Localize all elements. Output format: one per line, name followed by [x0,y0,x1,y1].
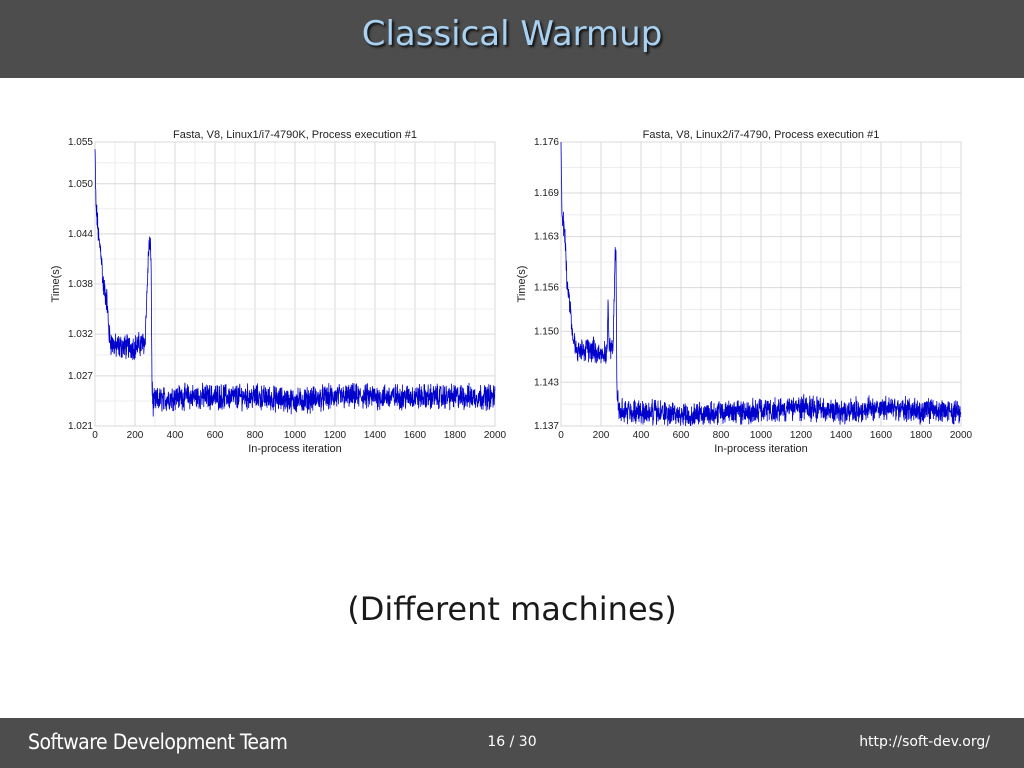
x-tick-label: 1800 [444,430,467,441]
chart-linux2-svg: Fasta, V8, Linux2/i7-4790, Process execu… [516,129,973,455]
series-line [560,141,962,427]
y-tick-label: 1.176 [534,137,559,148]
y-axis-label: Time(s) [516,266,528,303]
x-tick-label: 800 [713,430,730,441]
y-axis-label: Time(s) [50,266,62,303]
x-tick-label: 200 [593,430,610,441]
footer-page-number: 16 / 30 [487,734,537,750]
y-tick-label: 1.055 [68,137,93,148]
x-tick-label: 2000 [484,430,507,441]
y-tick-label: 1.150 [534,326,559,337]
slide-title: Classical Warmup [361,14,663,54]
y-tick-label: 1.137 [534,421,559,432]
x-axis-label: In-process iteration [714,443,808,455]
x-tick-label: 400 [633,430,650,441]
slide-header: Classical Warmup [0,0,1024,78]
y-tick-label: 1.044 [68,229,93,240]
x-tick-label: 0 [558,430,564,441]
x-tick-label: 1000 [284,430,307,441]
x-tick-label: 1800 [910,430,933,441]
x-tick-label: 1400 [830,430,853,441]
chart-title: Fasta, V8, Linux1/i7-4790K, Process exec… [173,129,417,141]
x-tick-label: 600 [673,430,690,441]
x-tick-label: 600 [207,430,224,441]
y-tick-label: 1.163 [534,232,559,243]
x-tick-label: 400 [167,430,184,441]
footer-url[interactable]: http://soft-dev.org/ [859,734,990,750]
series-line [94,149,496,417]
x-tick-label: 0 [92,430,98,441]
footer-team: Software Development Team [28,730,288,754]
y-tick-label: 1.050 [68,179,93,190]
x-tick-label: 1000 [750,430,773,441]
chart-linux2: Fasta, V8, Linux2/i7-4790, Process execu… [510,122,980,460]
x-tick-label: 2000 [950,430,973,441]
y-tick-label: 1.032 [68,329,93,340]
y-tick-label: 1.156 [534,283,559,294]
x-tick-label: 1200 [790,430,813,441]
x-tick-label: 800 [247,430,264,441]
y-tick-label: 1.038 [68,279,93,290]
x-tick-label: 1600 [870,430,893,441]
slide-caption: (Different machines) [347,590,677,628]
y-tick-label: 1.027 [68,371,93,382]
x-tick-label: 1200 [324,430,347,441]
x-tick-label: 1400 [364,430,387,441]
x-tick-label: 200 [127,430,144,441]
y-tick-label: 1.021 [68,421,93,432]
chart-linux1: Fasta, V8, Linux1/i7-4790K, Process exec… [44,122,514,460]
x-tick-label: 1600 [404,430,427,441]
x-axis-label: In-process iteration [248,443,342,455]
chart-linux1-svg: Fasta, V8, Linux1/i7-4790K, Process exec… [50,129,507,455]
y-tick-label: 1.143 [534,377,559,388]
chart-title: Fasta, V8, Linux2/i7-4790, Process execu… [643,129,880,141]
y-tick-label: 1.169 [534,188,559,199]
slide-footer: Software Development Team 16 / 30 http:/… [0,718,1024,768]
